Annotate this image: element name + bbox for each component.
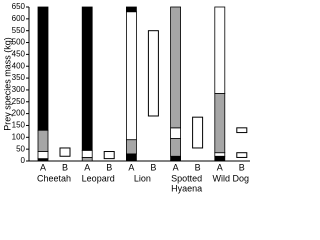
x-tick-label: A (40, 162, 46, 172)
y-tick-label: 100 (12, 132, 26, 141)
x-tick-label: A (128, 162, 134, 172)
y-tick-label: 250 (12, 97, 26, 106)
bar-segment (126, 153, 137, 162)
x-tick-label: B (62, 162, 68, 172)
range-box (236, 152, 248, 158)
chart: Prey species mass (kg) 0 50 100 150 200 250 30… (2, 2, 250, 193)
range-box (103, 151, 115, 160)
group-label: Lion (134, 173, 151, 183)
group-label: Wild Dog (213, 173, 250, 183)
bar-segment (126, 11, 137, 141)
bar-segment (170, 127, 182, 139)
bar-segment (126, 139, 137, 155)
range-box (147, 30, 159, 117)
bar-segment (170, 155, 182, 162)
bar-segment (170, 138, 182, 157)
y-tick-label: 550 (12, 26, 26, 35)
y-tick-label: 600 (12, 14, 26, 23)
y-tick-label: 200 (12, 109, 26, 118)
group-label: Hyaena (171, 183, 202, 193)
x-tick-label: B (239, 162, 245, 172)
bar-segment (81, 6, 93, 151)
bar-segment (214, 155, 226, 162)
x-tick-label: A (84, 162, 90, 172)
bar-segment (126, 6, 137, 13)
x-tick-label: A (173, 162, 179, 172)
x-tick-label: B (150, 162, 156, 172)
bar-segment (37, 6, 49, 131)
bar-segment (81, 157, 93, 162)
y-tick-label: 650 (12, 2, 26, 11)
y-tick-label: 350 (12, 73, 26, 82)
group-label: Leopard (82, 173, 115, 183)
bar-segment (214, 152, 226, 157)
range-box (59, 147, 71, 157)
bar-segment (170, 6, 182, 129)
y-tick-label: 150 (12, 121, 26, 130)
range-box (192, 116, 204, 149)
x-tick-label: B (195, 162, 201, 172)
y-tick-label: 450 (12, 49, 26, 58)
bar-segment (214, 6, 226, 94)
x-tick-label: A (217, 162, 223, 172)
y-tick-label: 400 (12, 61, 26, 70)
bar-segment (81, 149, 93, 158)
bar-segment (37, 129, 49, 152)
x-tick-label: B (106, 162, 112, 172)
range-box (236, 127, 248, 134)
y-axis-label: Prey species mass (kg) (2, 37, 12, 131)
y-tick-label: 50 (16, 144, 25, 153)
y-tick-label: 0 (21, 156, 26, 165)
group-label: Spotted (171, 173, 202, 183)
bar-segment (214, 93, 226, 154)
y-tick-label: 500 (12, 38, 26, 47)
bar-segment (37, 151, 49, 160)
y-tick-label: 300 (12, 85, 26, 94)
group-label: Cheetah (37, 173, 71, 183)
